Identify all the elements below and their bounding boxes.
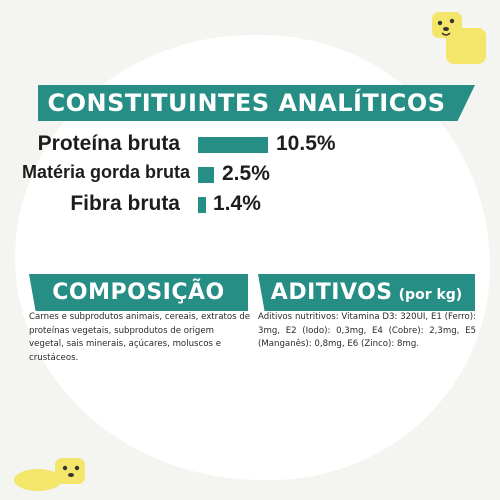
additives-heading-suffix: (por kg) — [398, 287, 463, 303]
nutrient-bar-protein — [198, 137, 268, 153]
nutrient-value-protein: 10.5% — [276, 132, 336, 155]
nutrient-value-fiber: 1.4% — [213, 192, 261, 215]
nutrient-label-fiber: Fibra bruta — [70, 192, 180, 215]
composition-banner: COMPOSIÇÃO — [29, 274, 248, 311]
additives-text: Aditivos nutritivos: Vitamina D3: 320UI,… — [258, 312, 476, 350]
additives-banner: ADITIVOS (por kg) — [258, 274, 475, 311]
nutrient-label-protein: Proteína bruta — [37, 132, 180, 155]
nutrient-label-fat: Matéria gorda bruta — [22, 162, 191, 182]
page-title: CONSTITUINTES ANALÍTICOS — [47, 89, 446, 117]
dog-mascot-icon — [432, 12, 486, 64]
dog-mascot-icon — [14, 458, 85, 491]
composition-text: Carnes e subprodutos animais, cereais, e… — [29, 312, 251, 363]
nutrient-bar-fiber — [198, 197, 206, 213]
nutrient-bar-fat — [198, 167, 214, 183]
additives-heading: ADITIVOS — [270, 280, 393, 305]
composition-heading: COMPOSIÇÃO — [52, 280, 225, 305]
nutrient-value-fat: 2.5% — [222, 162, 270, 185]
analytical-constituents-banner: CONSTITUINTES ANALÍTICOS — [38, 85, 475, 121]
